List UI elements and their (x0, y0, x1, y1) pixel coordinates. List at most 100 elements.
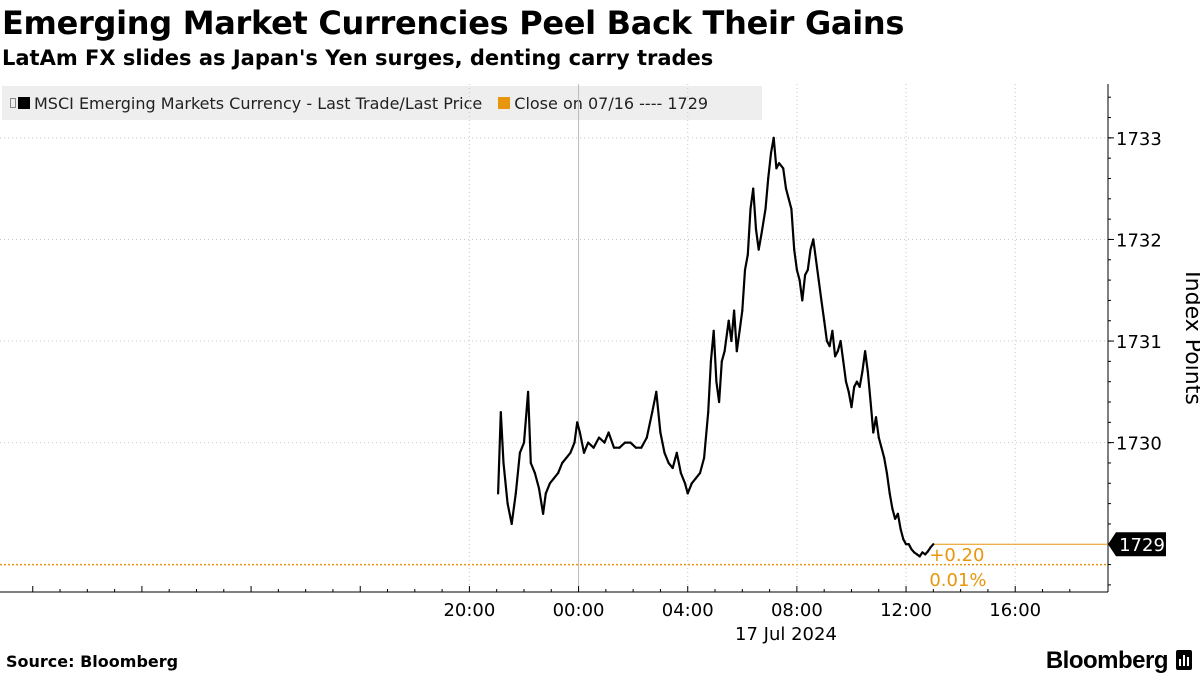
data-point (707, 411, 710, 414)
brand-logo: Bloomberg (1045, 647, 1169, 674)
data-point (720, 360, 723, 363)
legend-series-label: MSCI Emerging Markets Currency - Last Tr… (34, 93, 483, 113)
data-point (527, 390, 530, 393)
data-point (904, 543, 908, 546)
data-point (798, 279, 801, 282)
data-point (814, 258, 818, 261)
data-point (686, 492, 689, 495)
data-point (651, 411, 654, 414)
legend-swatch-close (498, 97, 511, 109)
data-point (712, 329, 715, 332)
legend-swatch-series (18, 97, 30, 109)
data-point (885, 472, 889, 475)
data-point (612, 446, 616, 449)
last-value-label: 1729 (1119, 535, 1165, 556)
data-point (548, 482, 552, 485)
data-point (597, 436, 601, 439)
x-tick-label: 04:00 (662, 600, 714, 621)
y-tick-label: 1730 (1116, 434, 1162, 455)
data-point (757, 248, 760, 251)
data-point (894, 517, 897, 520)
data-point (926, 550, 930, 553)
data-point (698, 472, 702, 475)
data-point (749, 207, 752, 211)
data-point (804, 273, 807, 277)
data-point (561, 461, 564, 465)
data-point (663, 451, 666, 454)
data-point (542, 512, 545, 515)
legend-drag-handle[interactable] (10, 98, 16, 108)
data-point (537, 487, 541, 490)
data-point (784, 187, 788, 190)
data-point (877, 436, 880, 439)
data-point (607, 431, 610, 434)
data-point (741, 309, 744, 312)
data-point (738, 329, 741, 332)
x-date-label: 17 Jul 2024 (735, 624, 837, 645)
chart-title: Emerging Market Currencies Peel Back The… (2, 4, 905, 42)
data-point (918, 555, 921, 558)
data-point (844, 380, 848, 383)
data-point (847, 390, 850, 393)
x-tick-label: 12:00 (880, 600, 932, 621)
data-point (896, 512, 900, 515)
data-point (767, 177, 770, 180)
data-point (858, 385, 861, 388)
change-value-label: +0.20 (929, 545, 984, 566)
data-point (769, 152, 773, 155)
data-point (743, 268, 747, 271)
data-point (760, 233, 763, 236)
data-point (778, 162, 781, 165)
data-point (518, 451, 522, 454)
data-point (831, 329, 834, 332)
data-point (924, 553, 927, 556)
data-point (790, 207, 793, 211)
x-tick-label: 00:00 (553, 600, 605, 621)
data-point (775, 167, 778, 170)
grid-lines (0, 84, 1108, 592)
data-point (655, 390, 658, 393)
data-point (793, 248, 796, 251)
data-point (640, 446, 643, 449)
series-layer (497, 136, 935, 558)
data-point (552, 477, 556, 480)
data-point (514, 492, 517, 495)
data-point (861, 370, 864, 373)
data-point (828, 345, 831, 348)
data-point (812, 238, 815, 241)
data-point (864, 350, 867, 353)
data-point (565, 456, 568, 459)
data-point (782, 167, 785, 170)
data-point (718, 400, 721, 404)
data-point (836, 350, 839, 353)
data-point (709, 360, 713, 363)
data-point (659, 431, 662, 434)
data-point (913, 551, 916, 554)
data-point (825, 339, 829, 343)
data-point (573, 441, 576, 444)
data-point (544, 492, 547, 495)
data-point (869, 400, 872, 404)
bloomberg-terminal-icon (1176, 650, 1192, 670)
data-point (510, 522, 513, 526)
data-point (853, 385, 856, 388)
data-point (675, 451, 678, 454)
data-point (679, 472, 683, 475)
source-note: Source: Bloomberg (6, 652, 179, 671)
data-point (557, 472, 560, 475)
data-point (629, 441, 632, 444)
data-point (499, 411, 502, 414)
y-tick-label: 1732 (1116, 230, 1162, 251)
data-point (855, 380, 859, 383)
data-point (874, 416, 878, 419)
data-point (880, 446, 883, 449)
change-percent-label: 0.01% (929, 570, 986, 591)
data-point (529, 461, 532, 465)
data-point (683, 482, 687, 485)
data-point (576, 421, 579, 424)
data-point (752, 187, 755, 190)
data-point (839, 339, 842, 343)
data-point (746, 253, 749, 256)
data-point (618, 446, 621, 449)
data-point (587, 441, 590, 444)
